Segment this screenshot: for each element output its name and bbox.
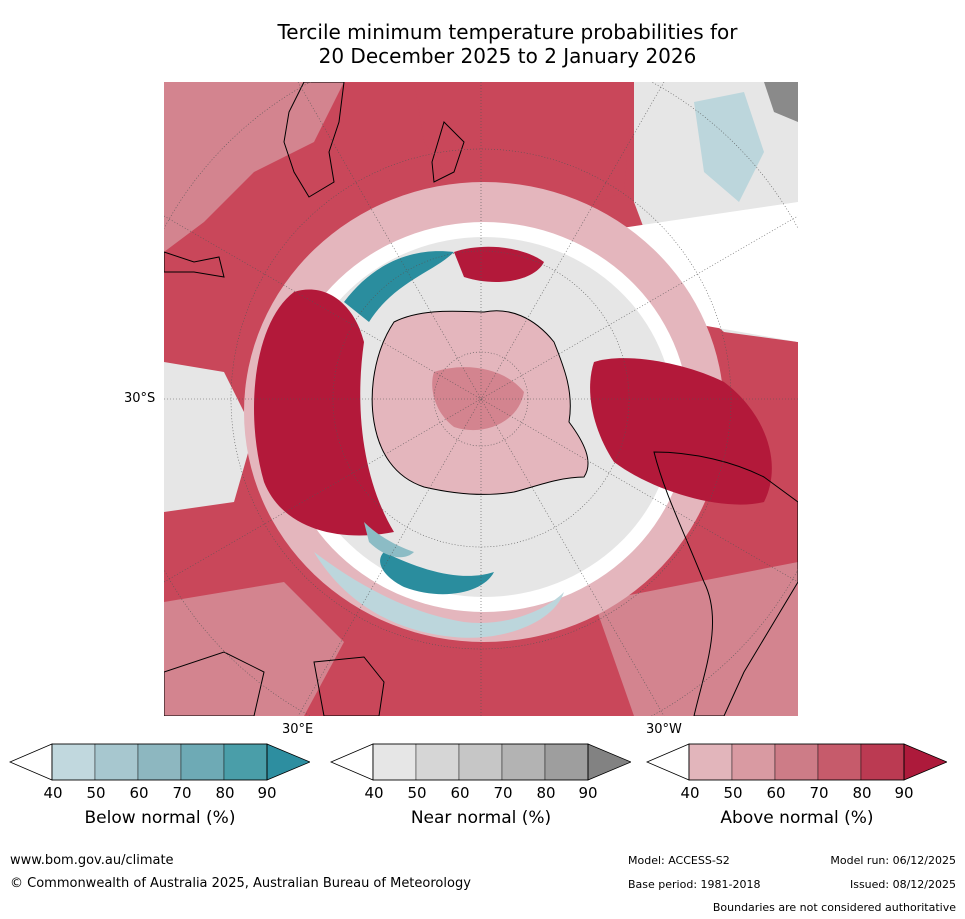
base-period-text: Base period: 1981-2018 [628, 878, 761, 891]
tick-above-90: 90 [894, 784, 914, 802]
colorbar-near-svg [330, 743, 631, 781]
colorbar-below-max-extend [266, 743, 310, 781]
colorbar-above-label: Above normal (%) [720, 808, 874, 828]
no-signal-region [594, 202, 798, 342]
tick-below-80: 80 [215, 784, 235, 802]
colorbar-above-segment-40 [688, 743, 733, 781]
tick-near-80: 80 [536, 784, 556, 802]
colorbar-below-segment-40 [51, 743, 96, 781]
title-line-1: Tercile minimum temperature probabilitie… [277, 20, 738, 44]
tick-above-40: 40 [680, 784, 700, 802]
longitude-label-30e: 30°E [282, 722, 314, 737]
website-link[interactable]: www.bom.gov.au/climate [10, 853, 174, 868]
tick-near-70: 70 [493, 784, 513, 802]
above-90-region-west [254, 289, 394, 536]
colorbar-above-svg [646, 743, 947, 781]
near-90-region [764, 82, 798, 122]
colorbar-above-normal [646, 743, 947, 781]
tick-above-60: 60 [766, 784, 786, 802]
above-40-region [164, 82, 344, 252]
colorbar-above-segment-50 [731, 743, 776, 781]
tick-above-80: 80 [852, 784, 872, 802]
map-canvas [164, 82, 798, 716]
tick-below-60: 60 [129, 784, 149, 802]
graticule [164, 82, 798, 716]
colorbar-near-segment-80 [544, 743, 589, 781]
tick-below-90: 90 [257, 784, 277, 802]
tick-near-90: 90 [578, 784, 598, 802]
colorbar-below-segment-80 [223, 743, 268, 781]
model-run-text: Model run: 06/12/2025 [830, 854, 956, 867]
new-zealand-coastline [431, 121, 465, 183]
below-40-band-south [314, 552, 564, 638]
tick-above-70: 70 [809, 784, 829, 802]
map-title: Tercile minimum temperature probabilitie… [150, 20, 865, 68]
tick-above-50: 50 [723, 784, 743, 802]
tick-below-70: 70 [172, 784, 192, 802]
below-70-patch [364, 522, 414, 558]
colorbar-above-frame [688, 743, 905, 781]
title-line-2: 20 December 2025 to 2 January 2026 [318, 44, 697, 68]
colorbar-above-segment-70 [817, 743, 862, 781]
colorbar-near-segment-40 [372, 743, 417, 781]
colorbar-below-normal [9, 743, 310, 781]
tick-near-40: 40 [364, 784, 384, 802]
southern-africa-coastline [164, 651, 265, 716]
colorbar-near-normal [330, 743, 631, 781]
above-60-region-se [594, 562, 798, 716]
tercile-probability-map [164, 82, 798, 716]
colorbar-above-segment-60 [774, 743, 819, 781]
colorbar-below-segment-50 [94, 743, 139, 781]
copyright-text: © Commonwealth of Australia 2025, Austra… [10, 876, 471, 891]
colorbar-near-segment-70 [501, 743, 546, 781]
longitude-label-30w: 30°W [646, 722, 682, 737]
issued-text: Issued: 08/12/2025 [849, 878, 956, 891]
below-normal-region-ne [694, 92, 764, 202]
colorbar-near-label: Near normal (%) [410, 808, 552, 828]
below-90-arc-north [344, 251, 454, 322]
colorbar-below-label: Below normal (%) [84, 808, 236, 828]
colorbar-near-segment-50 [415, 743, 460, 781]
latitude-label-30s: 30°S [124, 391, 156, 406]
colorbar-near-frame [372, 743, 589, 781]
tick-near-60: 60 [450, 784, 470, 802]
colorbar-below-segment-70 [180, 743, 225, 781]
near-normal-region-west [164, 362, 254, 512]
indian-ocean-coastline [164, 251, 225, 278]
above-90-region-east [590, 358, 772, 505]
colorbar-below-frame [51, 743, 268, 781]
colorbar-above-max-extend [903, 743, 947, 781]
madagascar-coastline [313, 656, 385, 716]
model-text: Model: ACCESS-S2 [628, 854, 730, 867]
australia-coastline [283, 82, 345, 198]
tick-below-50: 50 [86, 784, 106, 802]
colorbar-near-segment-60 [458, 743, 503, 781]
colorbar-near-min-extend [330, 743, 374, 781]
colorbar-below-svg [9, 743, 310, 781]
above-60-region-sw [164, 582, 344, 716]
south-america-coastline [653, 451, 798, 716]
colorbar-above-min-extend [646, 743, 690, 781]
antarctica-interior-above-60 [432, 367, 524, 431]
colorbar-below-segment-60 [137, 743, 182, 781]
disclaimer-text: Boundaries are not considered authoritat… [712, 901, 956, 914]
colorbar-below-min-extend [9, 743, 53, 781]
above-90-region-north [454, 246, 544, 282]
tick-near-50: 50 [407, 784, 427, 802]
colorbar-near-max-extend [587, 743, 631, 781]
tick-below-40: 40 [43, 784, 63, 802]
colorbar-above-segment-80 [860, 743, 905, 781]
below-90-arc-south [380, 552, 494, 595]
